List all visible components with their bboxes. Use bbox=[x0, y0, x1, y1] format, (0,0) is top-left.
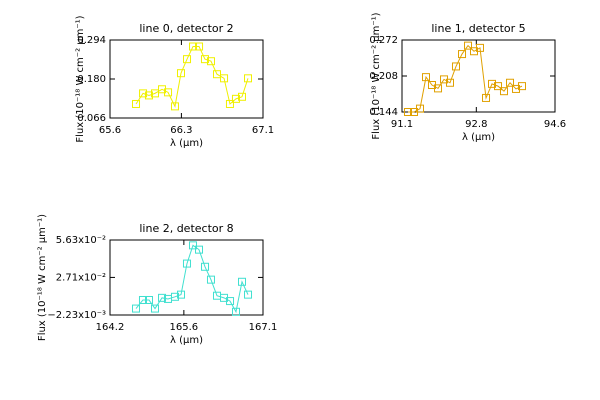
data-marker bbox=[164, 88, 173, 97]
data-marker bbox=[451, 62, 460, 71]
data-marker bbox=[231, 307, 240, 316]
data-marker bbox=[445, 78, 454, 87]
y-tick-label: 0.180 bbox=[77, 74, 106, 85]
y-tick-label: −2.23x10⁻³ bbox=[47, 310, 106, 321]
data-marker bbox=[158, 293, 167, 302]
data-marker bbox=[150, 89, 159, 98]
y-tick-label: 5.63x10⁻² bbox=[56, 235, 106, 246]
data-line bbox=[407, 44, 523, 113]
x-tick-label: 164.2 bbox=[96, 322, 125, 333]
plot-frame bbox=[109, 239, 264, 316]
y-tick-label: 0.208 bbox=[369, 71, 398, 82]
chart-title: line 0, detector 2 bbox=[139, 22, 233, 35]
y-tick-label: 0.272 bbox=[369, 35, 398, 46]
y-axis-label: Flux (10⁻¹⁸ W cm⁻² μm⁻¹) bbox=[75, 15, 86, 142]
data-marker bbox=[200, 55, 209, 64]
data-marker bbox=[434, 84, 443, 93]
y-tick-label: 2.71x10⁻² bbox=[56, 272, 106, 283]
x-tick-label: 94.6 bbox=[544, 119, 566, 130]
data-marker bbox=[403, 108, 412, 116]
data-marker bbox=[182, 259, 191, 268]
data-marker bbox=[225, 99, 234, 108]
chart-title: line 1, detector 5 bbox=[431, 22, 525, 35]
data-marker bbox=[244, 74, 253, 83]
data-marker bbox=[144, 91, 153, 100]
x-tick-label: 167.1 bbox=[249, 322, 278, 333]
data-marker bbox=[244, 290, 253, 299]
data-marker bbox=[206, 275, 215, 284]
data-marker bbox=[238, 277, 247, 286]
data-marker bbox=[493, 82, 502, 91]
data-marker bbox=[176, 69, 185, 78]
data-marker bbox=[201, 262, 210, 271]
data-marker bbox=[195, 42, 204, 51]
data-marker bbox=[139, 89, 148, 98]
data-marker bbox=[212, 70, 221, 79]
data-marker bbox=[416, 104, 425, 113]
data-marker bbox=[499, 87, 508, 96]
data-marker bbox=[458, 50, 467, 59]
x-axis-label: λ (μm) bbox=[170, 138, 203, 149]
data-marker bbox=[151, 304, 160, 313]
x-tick-label: 65.6 bbox=[99, 125, 121, 136]
data-marker bbox=[226, 297, 235, 306]
data-marker bbox=[183, 55, 192, 64]
data-marker bbox=[464, 41, 473, 50]
data-marker bbox=[170, 102, 179, 111]
data-marker bbox=[132, 99, 141, 108]
data-marker bbox=[189, 42, 198, 51]
x-tick-label: 165.6 bbox=[170, 322, 199, 333]
chart-title: line 2, detector 8 bbox=[139, 222, 233, 235]
data-marker bbox=[170, 292, 179, 301]
data-marker bbox=[177, 290, 186, 299]
data-marker bbox=[220, 74, 229, 83]
data-marker bbox=[517, 82, 526, 91]
y-tick-label: 0.294 bbox=[77, 35, 106, 46]
data-line bbox=[135, 46, 249, 108]
data-marker bbox=[188, 241, 197, 250]
data-marker bbox=[231, 94, 240, 103]
x-tick-label: 67.1 bbox=[252, 125, 274, 136]
data-line bbox=[135, 244, 249, 314]
data-marker bbox=[132, 304, 141, 313]
x-tick-label: 66.3 bbox=[170, 125, 192, 136]
data-marker bbox=[475, 43, 484, 52]
plot-frame bbox=[401, 39, 556, 113]
data-marker bbox=[206, 57, 215, 66]
data-marker bbox=[138, 295, 147, 304]
data-marker bbox=[506, 78, 515, 87]
x-tick-label: 92.8 bbox=[465, 119, 487, 130]
data-marker bbox=[512, 84, 521, 93]
x-tick-label: 91.1 bbox=[391, 119, 413, 130]
y-axis-label: Flux (10⁻¹⁸ W cm⁻² μm⁻¹) bbox=[37, 214, 48, 341]
data-marker bbox=[421, 73, 430, 82]
data-marker bbox=[144, 295, 153, 304]
data-marker bbox=[482, 93, 491, 102]
data-marker bbox=[195, 245, 204, 254]
data-marker bbox=[237, 92, 246, 101]
y-axis-label: Flux (10⁻¹⁸ W cm⁻² μm⁻¹) bbox=[371, 12, 382, 139]
x-axis-label: λ (μm) bbox=[462, 132, 495, 143]
y-tick-label: 0.066 bbox=[77, 113, 106, 124]
y-tick-label: 0.144 bbox=[369, 107, 398, 118]
x-axis-label: λ (μm) bbox=[170, 335, 203, 346]
data-marker bbox=[488, 79, 497, 88]
